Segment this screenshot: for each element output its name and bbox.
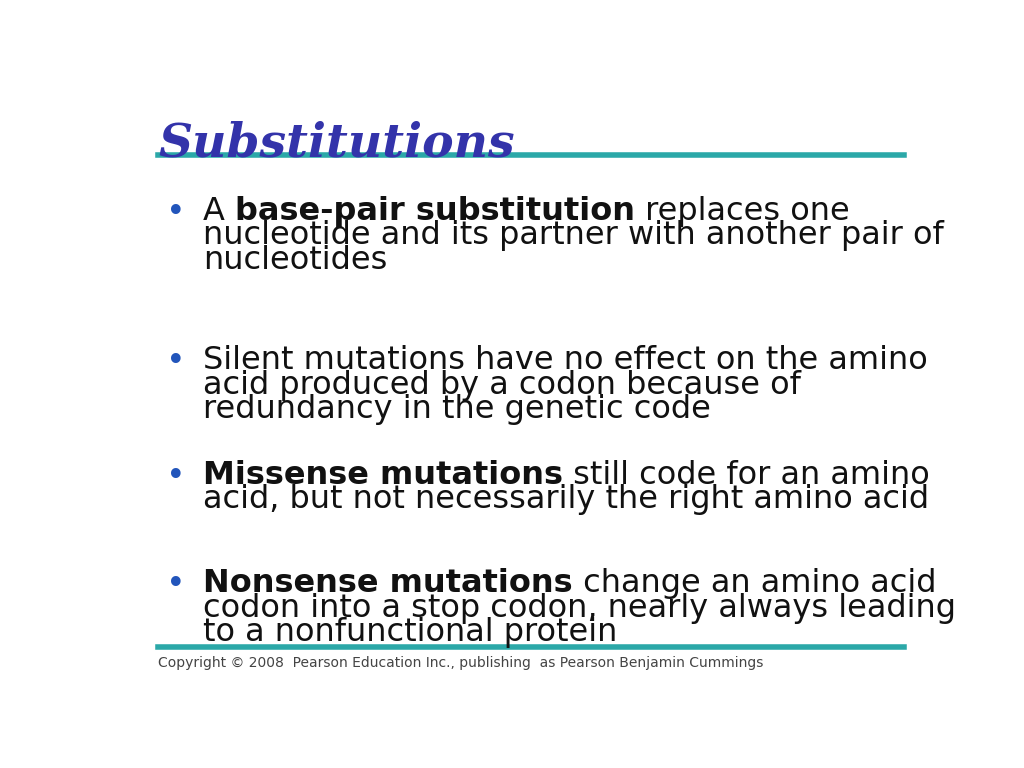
Text: Copyright © 2008  Pearson Education Inc., publishing  as Pearson Benjamin Cummin: Copyright © 2008 Pearson Education Inc.,…: [158, 657, 764, 670]
Text: A: A: [204, 196, 236, 227]
Text: •: •: [166, 346, 185, 379]
Text: codon into a stop codon, nearly always leading: codon into a stop codon, nearly always l…: [204, 593, 956, 624]
Text: Silent mutations have no effect on the amino: Silent mutations have no effect on the a…: [204, 346, 928, 376]
Text: redundancy in the genetic code: redundancy in the genetic code: [204, 394, 712, 425]
Text: Substitutions: Substitutions: [158, 121, 515, 167]
Text: change an amino acid: change an amino acid: [573, 568, 937, 599]
Text: nucleotide and its partner with another pair of: nucleotide and its partner with another …: [204, 220, 944, 251]
Text: to a nonfunctional protein: to a nonfunctional protein: [204, 617, 617, 648]
Text: acid, but not necessarily the right amino acid: acid, but not necessarily the right amin…: [204, 485, 930, 515]
Text: •: •: [166, 460, 185, 493]
Text: acid produced by a codon because of: acid produced by a codon because of: [204, 369, 801, 401]
Text: •: •: [166, 196, 185, 229]
Text: replaces one: replaces one: [635, 196, 850, 227]
Text: Missense mutations: Missense mutations: [204, 460, 563, 491]
Text: nucleotides: nucleotides: [204, 244, 388, 276]
Text: •: •: [166, 568, 185, 601]
Text: still code for an amino: still code for an amino: [563, 460, 930, 491]
Text: base-pair substitution: base-pair substitution: [236, 196, 635, 227]
Text: Nonsense mutations: Nonsense mutations: [204, 568, 573, 599]
